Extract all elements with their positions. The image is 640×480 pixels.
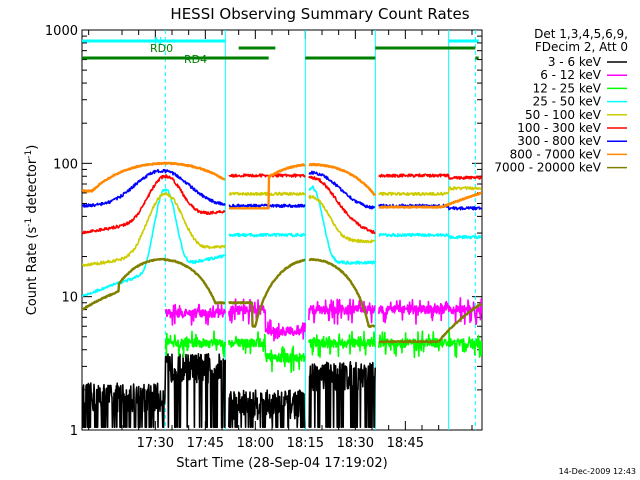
series-line-7: [82, 161, 482, 210]
legend-label: 25 - 50 keV: [533, 95, 602, 109]
bar-label-rd0: RD0: [150, 42, 173, 55]
y-axis: 1 10 100 1000: [45, 24, 482, 439]
mode-bars: [82, 39, 479, 60]
series-line-2: [164, 330, 482, 373]
x-tick-label: 18:00: [237, 436, 274, 451]
series-line-4: [82, 186, 482, 267]
legend-label: 3 - 6 keV: [548, 55, 602, 69]
series-line-8: [82, 257, 482, 344]
legend-label: 300 - 800 keV: [517, 134, 601, 148]
legend-label: 100 - 300 keV: [517, 121, 601, 135]
series-line-0: [82, 353, 376, 428]
series-line-6: [82, 168, 482, 211]
x-tick-label: 18:30: [337, 436, 374, 451]
legend-label: 50 - 100 keV: [525, 108, 602, 122]
legend-header-2: FDecim 2, Att 0: [535, 40, 628, 54]
footer-date: 14-Dec-2009 12:43: [559, 467, 636, 476]
bar-label-rd4: RD4: [184, 53, 207, 66]
x-tick-label: 18:45: [387, 436, 424, 451]
y-axis-label: Count Rate (s-1 detector-1): [24, 145, 40, 316]
series-line-5: [82, 173, 482, 235]
legend-label: 7000 - 20000 keV: [494, 161, 601, 175]
y-tick-label: 100: [53, 157, 78, 172]
x-tick-label: 17:30: [137, 436, 174, 451]
legend-label: 6 - 12 keV: [540, 68, 602, 82]
x-axis: 17:30 17:45 18:00 18:15 18:30 18:45: [88, 30, 473, 451]
legend-header-1: Det 1,3,4,5,6,9,: [534, 27, 628, 41]
legend-label: 12 - 25 keV: [533, 81, 602, 95]
bar-label-n: N: [154, 35, 162, 48]
series-line-1: [164, 297, 482, 342]
y-tick-label: 1: [70, 424, 78, 439]
legend-label: 800 - 7000 keV: [510, 147, 602, 161]
x-tick-label: 18:15: [287, 436, 324, 451]
plot-frame: [81, 29, 483, 431]
series-group: [82, 161, 482, 428]
series-line-3: [82, 185, 482, 298]
x-tick-label: 17:45: [187, 436, 224, 451]
y-tick-label: 1000: [45, 24, 78, 39]
plot-area: [82, 30, 482, 430]
y-tick-label: 10: [61, 291, 78, 306]
x-axis-label: Start Time (28-Sep-04 17:19:02): [176, 456, 387, 471]
chart-title: HESSI Observing Summary Count Rates: [170, 5, 469, 23]
legend: Det 1,3,4,5,6,9,FDecim 2, Att 03 - 6 keV…: [494, 27, 628, 175]
